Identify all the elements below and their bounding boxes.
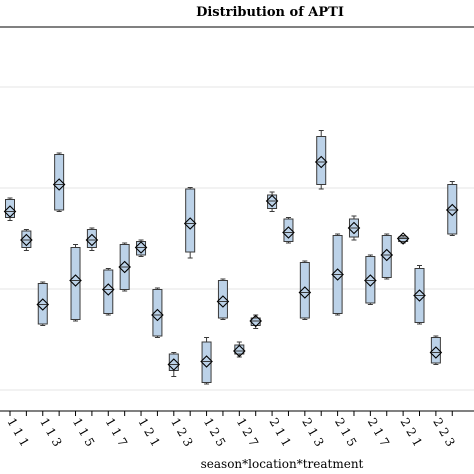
box-iqr (54, 154, 65, 211)
box-2-1-7 (364, 254, 377, 305)
box-2-1-6 (347, 215, 361, 241)
box-1-1-5 (69, 244, 82, 322)
box-1-1-1 (3, 197, 17, 221)
mean-marker (151, 308, 164, 322)
mean-marker (3, 205, 17, 218)
box-2-1-8 (380, 233, 394, 280)
mean-marker (249, 314, 262, 328)
tick-label: 2 1 1 (266, 416, 293, 449)
box-iqr (447, 184, 458, 235)
mean-marker (445, 203, 459, 217)
mean-marker (102, 283, 115, 296)
mean-marker (314, 155, 328, 169)
mean-marker (347, 221, 361, 235)
mean-marker (298, 286, 312, 299)
mean-marker (331, 268, 344, 281)
x-axis-label: season*location*treatment (201, 457, 364, 471)
box-1-1-4 (52, 152, 66, 212)
tick-label: 1 2 5 (201, 416, 228, 449)
box-1-1-3 (36, 281, 50, 326)
tick-label: 2 2 3 (430, 416, 457, 449)
box-iqr (152, 289, 163, 337)
tick-label: 1 1 5 (70, 416, 97, 449)
box-1-2-6 (216, 278, 230, 320)
box-1-2-7 (233, 341, 246, 358)
tick-label: 1 1 7 (103, 416, 130, 449)
mean-marker (233, 344, 246, 358)
box-iqr (70, 247, 81, 320)
box-2-1-3 (298, 260, 312, 320)
box-1-2-5 (200, 337, 213, 385)
box-iqr (299, 262, 310, 319)
box-iqr (103, 269, 114, 314)
box-1-2-1 (134, 239, 148, 257)
box-1-1-6 (85, 227, 99, 251)
tick-label: 1 2 7 (234, 416, 261, 449)
box-iqr (430, 337, 441, 364)
mean-marker (364, 274, 377, 287)
mean-marker (396, 232, 410, 245)
box-2-2-2 (413, 265, 426, 325)
box-2-2-1 (396, 232, 410, 245)
box-1-2-8 (249, 314, 262, 329)
mean-marker (52, 178, 66, 191)
box-1-2-2 (151, 287, 164, 338)
box-2-1-1 (265, 191, 279, 212)
box-1-1-2 (20, 229, 33, 251)
box-1-1-7 (102, 268, 115, 316)
tick-label: 1 1 3 (37, 416, 64, 449)
mean-marker (20, 233, 33, 247)
box-2-1-2 (282, 217, 295, 244)
mean-marker (69, 274, 82, 287)
box-2-2-3 (429, 335, 443, 365)
box-2-1-5 (331, 233, 344, 316)
mean-marker (380, 248, 394, 262)
tick-label: 1 2 3 (168, 416, 195, 449)
mean-marker (413, 289, 426, 302)
box-2-1-4 (314, 130, 328, 190)
box-iqr (201, 341, 212, 383)
box-iqr (381, 235, 392, 278)
mean-marker (216, 295, 230, 308)
box-iqr (185, 188, 196, 253)
tick-label: 2 1 3 (299, 416, 326, 449)
mean-marker (85, 233, 99, 247)
boxes (3, 130, 459, 385)
mean-marker (282, 226, 295, 239)
mean-marker (134, 241, 148, 254)
box-iqr (365, 256, 376, 304)
tick-label: 2 1 5 (332, 416, 359, 449)
tick-label: 2 2 1 (398, 416, 425, 449)
mean-marker (167, 358, 181, 371)
mean-marker (118, 260, 131, 274)
mean-marker (200, 355, 213, 368)
plot-frame (0, 26, 474, 412)
box-2-2-4 (445, 181, 459, 236)
box-iqr (283, 218, 294, 242)
box-iqr (316, 136, 327, 185)
tick-label: 1 2 1 (135, 416, 162, 449)
tick-label: 1 1 1 (4, 416, 31, 449)
box-1-1-8 (118, 242, 131, 292)
box-1-2-3 (167, 352, 181, 377)
box-1-2-4 (183, 187, 197, 259)
mean-marker (265, 194, 279, 208)
mean-marker (36, 298, 50, 311)
box-iqr (217, 280, 228, 319)
mean-marker (429, 346, 443, 359)
tick-label: 2 1 7 (365, 416, 392, 449)
mean-marker (183, 217, 197, 230)
chart-title: Distribution of APTI (196, 5, 344, 20)
box-iqr (37, 283, 48, 325)
